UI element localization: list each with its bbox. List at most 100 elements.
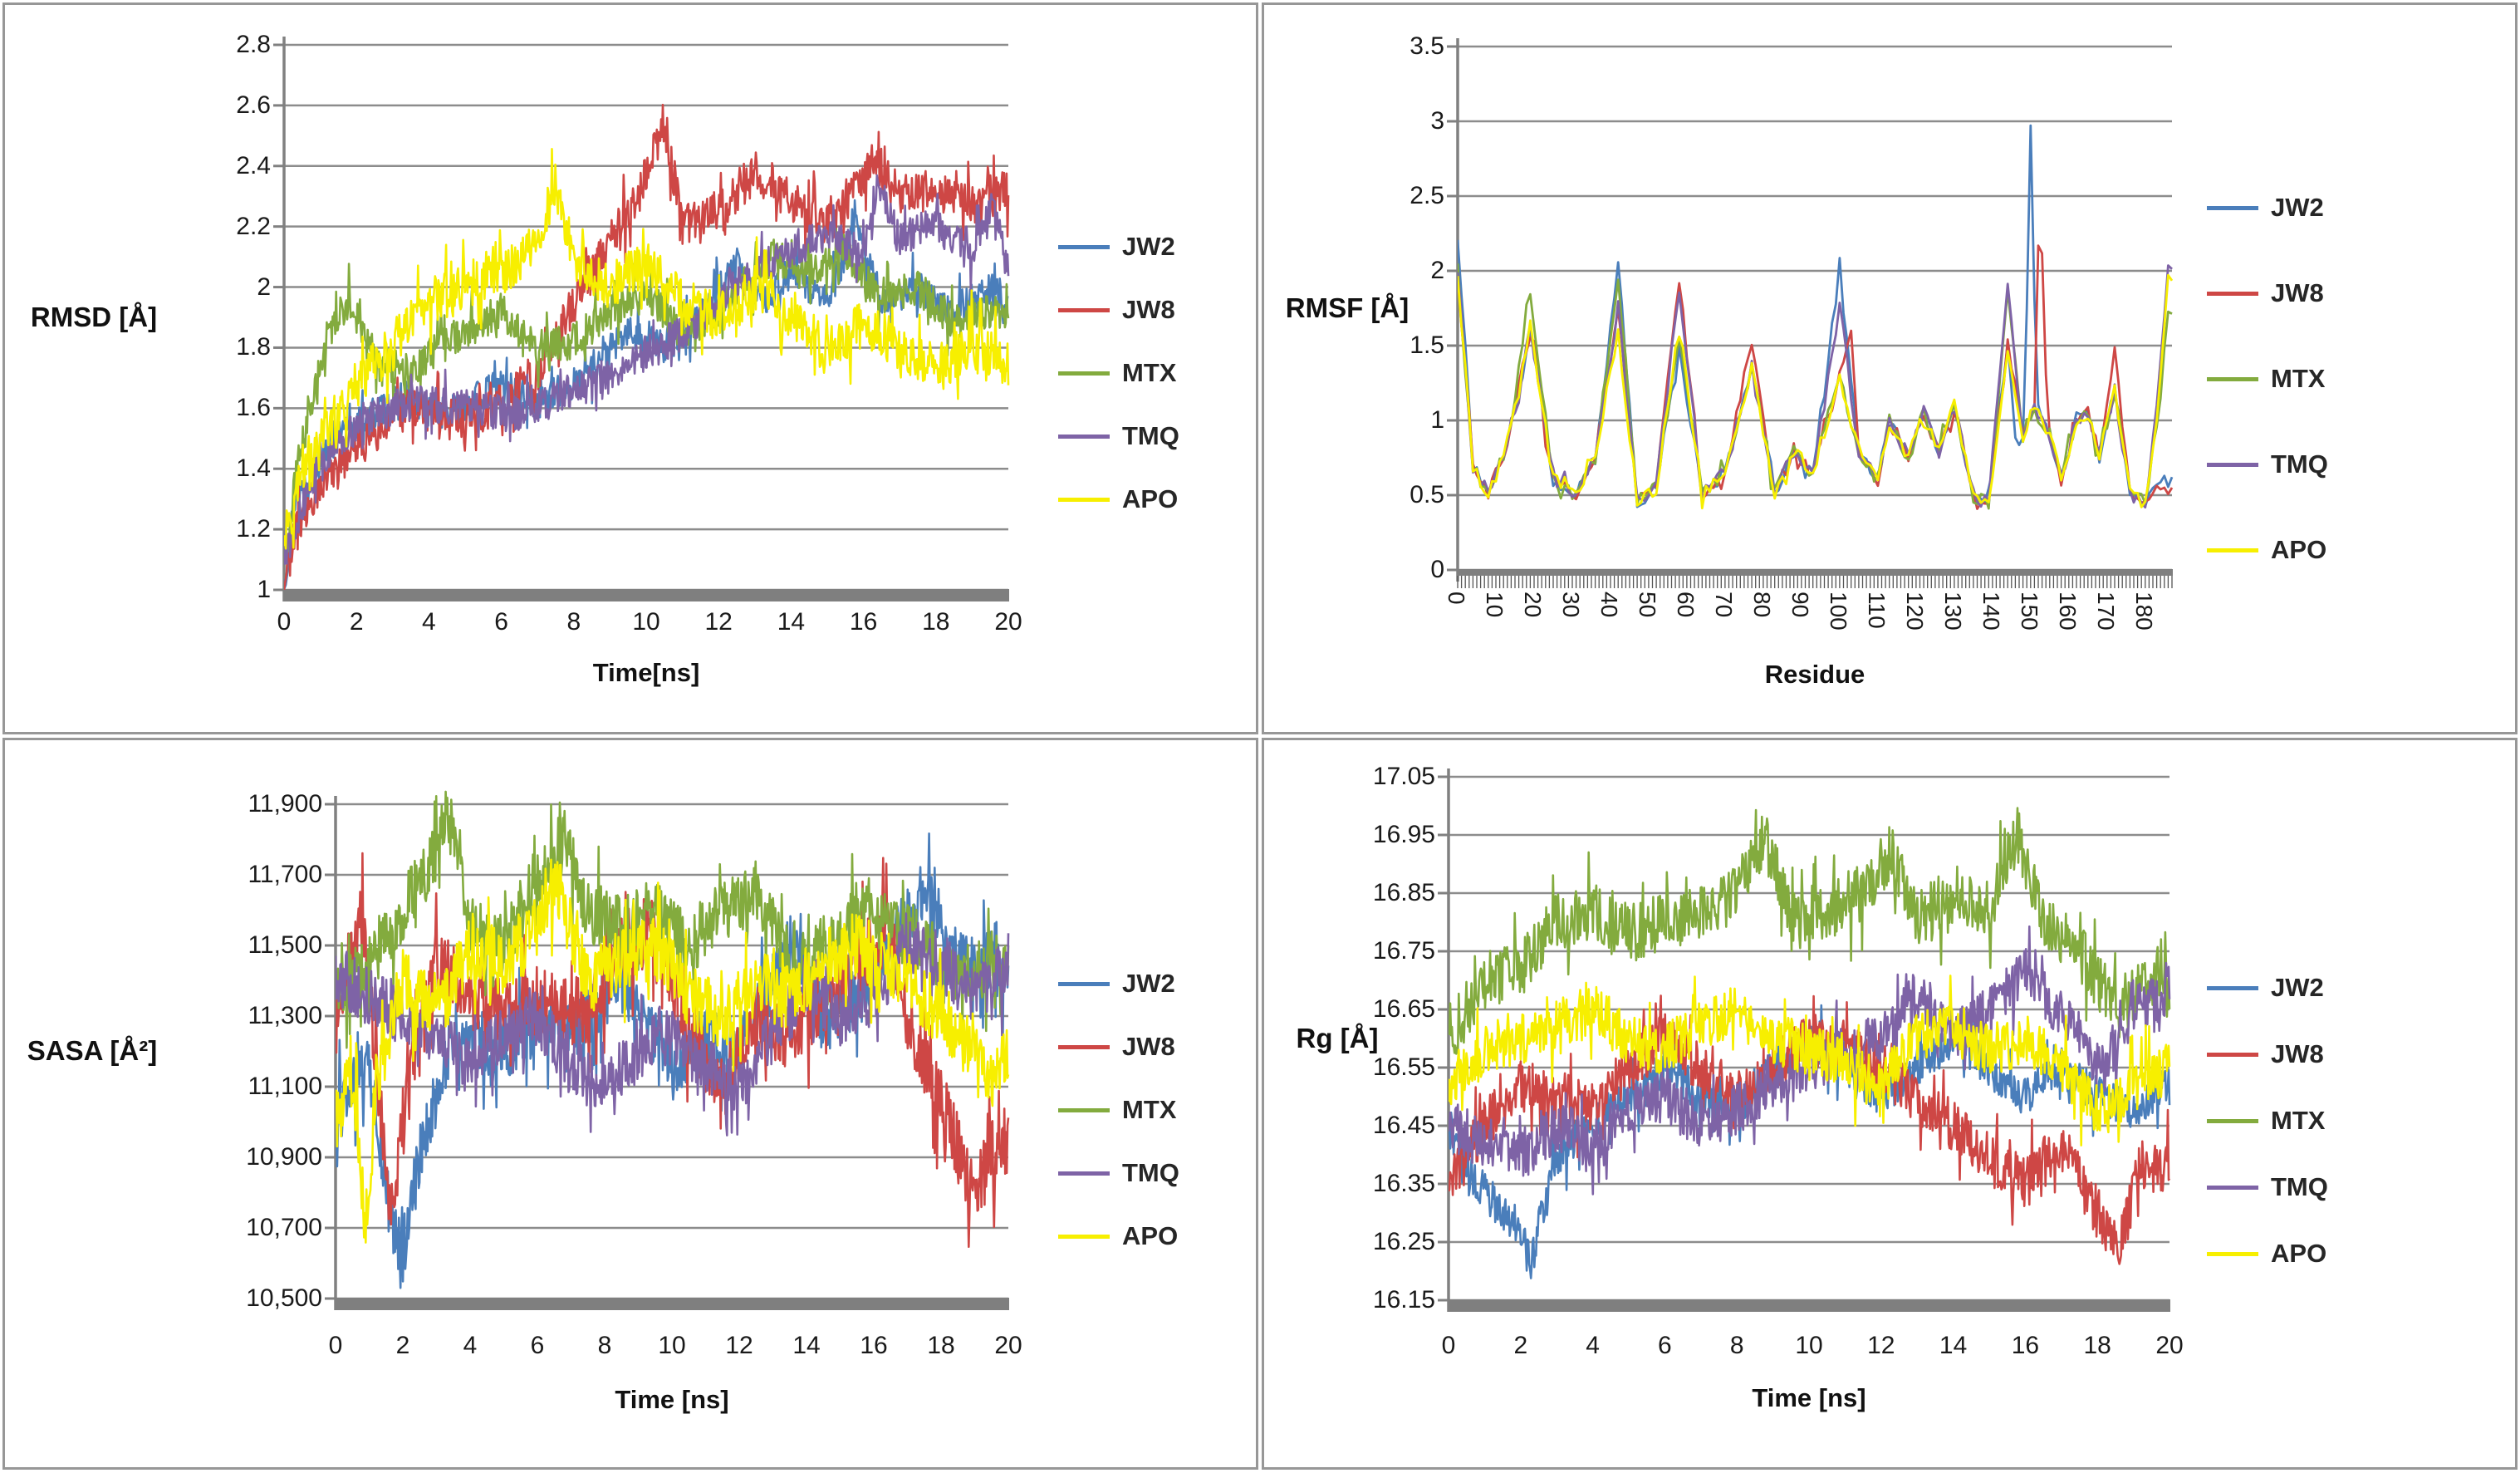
y-tick-label: 1 (1430, 406, 1444, 434)
y-tick-label: 11,900 (248, 790, 322, 818)
legend-line-icon (1058, 371, 1110, 376)
x-tick-label: 4 (422, 608, 436, 636)
legend-line-icon (2207, 205, 2258, 210)
x-tick-label: 2 (1513, 1332, 1528, 1359)
legend-line-icon (1058, 307, 1110, 312)
legend-item-mtx: MTX (1058, 358, 1176, 388)
legend-item-mtx: MTX (1058, 1095, 1176, 1125)
y-tick-label: 16.45 (1372, 1112, 1435, 1139)
series-line-tmq (284, 174, 1010, 565)
series-line-mtx (336, 790, 1010, 1049)
x-tick-label: 16 (2011, 1332, 2040, 1359)
y-tick-label: 3 (1430, 107, 1444, 135)
x-tick-label: 100 (1825, 592, 1851, 631)
series-line-jw2 (1458, 124, 2174, 508)
x-tick-label: 18 (927, 1332, 955, 1359)
x-tick-label: 0 (1444, 592, 1469, 605)
legend-item-jw2: JW2 (1058, 969, 1175, 999)
y-tick-label: 1.6 (236, 394, 271, 422)
x-tick-label: 30 (1557, 592, 1584, 618)
legend-label: APO (1122, 484, 1179, 513)
y-axis-title-sasa: SASA [Å²] (27, 1035, 158, 1066)
x-tick-label: 20 (2155, 1332, 2184, 1359)
legend-label: JW8 (1122, 1032, 1175, 1061)
x-tick-label: 0 (277, 608, 292, 636)
x-tick-label: 170 (2092, 592, 2119, 631)
x-tick-label: 6 (494, 608, 508, 636)
x-tick-label: 6 (1658, 1332, 1672, 1359)
y-tick-label: 16.85 (1372, 879, 1435, 906)
series-line-apo (1449, 975, 2171, 1146)
chart-panel-rmsf: RMSF [Å] 0 0.5 1 1.5 2 2.5 3 3.5 0 10 20 30 40 50 60 70 8… (1262, 2, 2518, 734)
x-tick-label: 14 (777, 608, 806, 636)
legend-item-jw2: JW2 (1058, 232, 1175, 262)
y-tick-label: 10,700 (246, 1214, 322, 1241)
legend-line-icon (1058, 434, 1110, 439)
legend-line-icon (2207, 1118, 2258, 1123)
legend-item-jw8: JW8 (2207, 1039, 2324, 1069)
y-tick-label: 2 (257, 273, 271, 301)
y-tick-label: 3.5 (1410, 32, 1444, 60)
x-tick-label: 8 (566, 608, 581, 636)
y-tick-label: 11,300 (248, 1002, 322, 1029)
y-tick-label: 11,500 (248, 931, 322, 959)
x-tick-label: 12 (725, 1332, 753, 1359)
x-axis-title-sasa: Time [ns] (615, 1385, 729, 1414)
legend-item-apo: APO (2207, 535, 2326, 565)
y-tick-label: 17.05 (1372, 763, 1435, 790)
y-tick-label: 2.8 (236, 31, 271, 58)
y-tick-label: 16.95 (1372, 821, 1435, 848)
x-axis-title-rg: Time [ns] (1752, 1383, 1866, 1412)
legend-line-icon (2207, 1052, 2258, 1057)
x-tick-label: 12 (704, 608, 733, 636)
x-tick-label: 20 (994, 608, 1022, 636)
legend-item-jw2: JW2 (2207, 193, 2324, 223)
legend-line-icon (2207, 376, 2258, 381)
y-tick-label: 1.4 (236, 454, 271, 483)
chart-panel-rmsd: RMSD [Å] 1 1.2 1.4 1.6 1.8 2 2.2 2.4 2.6 2.8 0 2 4 6 8 1… (2, 2, 1258, 734)
y-axis-title-rmsd: RMSD [Å] (30, 302, 158, 332)
legend-label: MTX (2271, 364, 2326, 393)
legend-label: JW2 (1122, 232, 1175, 261)
x-tick-label: 20 (994, 1332, 1022, 1359)
x-tick-label: 140 (1978, 592, 2004, 631)
x-tick-label: 8 (597, 1332, 612, 1359)
y-tick-label: 1.5 (1410, 331, 1444, 359)
x-tick-label: 80 (1748, 592, 1775, 618)
legend-line-icon (1058, 244, 1110, 249)
x-axis-title-rmsf: Residue (1764, 660, 1865, 689)
x-tick-label: 2 (349, 608, 364, 636)
x-tick-label: 14 (1939, 1332, 1968, 1359)
series-line-apo (1458, 273, 2174, 510)
x-tick-label: 4 (1586, 1332, 1600, 1359)
legend-label: TMQ (1122, 1158, 1179, 1187)
x-tick-label: 150 (2016, 592, 2042, 631)
y-tick-label: 2.5 (1410, 182, 1444, 209)
series-line-mtx (1449, 807, 2171, 1055)
legend-label: JW8 (2271, 278, 2324, 307)
legend-label: TMQ (1122, 421, 1179, 450)
legend-label: JW8 (2271, 1039, 2324, 1068)
legend-item-tmq: TMQ (2207, 1172, 2328, 1202)
x-tick-label: 120 (1901, 592, 1928, 631)
series-line-apo (336, 858, 1010, 1244)
y-tick-label: 1.8 (236, 333, 271, 361)
y-tick-label: 2 (1430, 257, 1444, 284)
plot-area-rg (1438, 768, 2171, 1312)
chart-panel-rg: Rg [Å] 16.15 16.25 16.35 16.45 16.55 16.65 16.7… (1262, 738, 2518, 1470)
legend-line-icon (1058, 981, 1110, 986)
y-tick-label: 11,700 (248, 861, 322, 888)
y-tick-label: 10,500 (246, 1284, 322, 1312)
y-axis-title-rg: Rg [Å] (1296, 1023, 1379, 1053)
legend-item-tmq: TMQ (1058, 421, 1179, 451)
plot-area-rmsf (1447, 38, 2174, 588)
y-axis-title-rmsf: RMSF [Å] (1285, 292, 1410, 323)
y-tick-label: 11,100 (248, 1073, 322, 1100)
y-tick-label: 16.55 (1372, 1053, 1435, 1081)
legend-label: MTX (1122, 358, 1177, 387)
x-tick-label: 18 (2083, 1332, 2111, 1359)
legend-label: TMQ (2271, 449, 2328, 479)
legend-label: MTX (1122, 1095, 1177, 1124)
x-axis-title-rmsd: Time[ns] (592, 658, 700, 687)
y-tick-label: 16.65 (1372, 995, 1435, 1023)
